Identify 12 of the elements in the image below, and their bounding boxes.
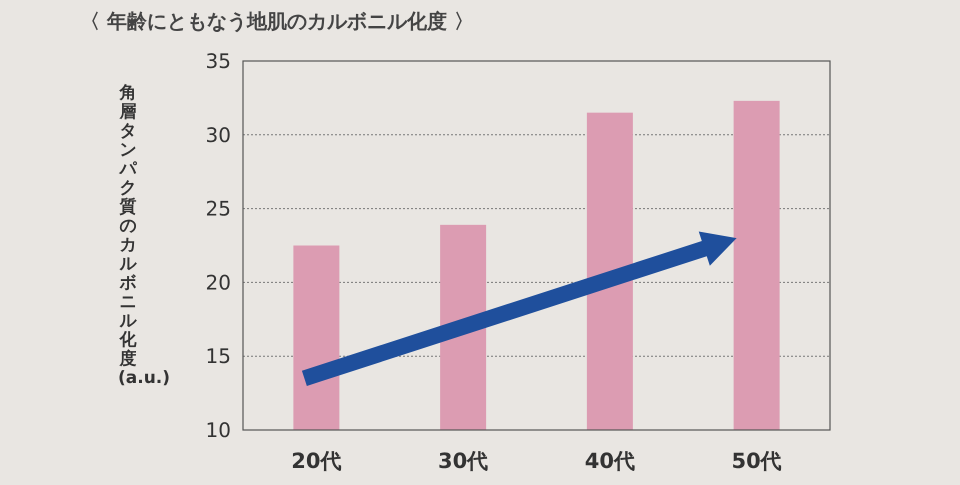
x-tick-label: 40代	[584, 449, 635, 473]
y-tick-label: 35	[206, 49, 231, 73]
x-tick-label: 50代	[732, 449, 782, 473]
y-tick-label: 15	[206, 344, 231, 368]
x-tick-label: 20代	[291, 449, 342, 473]
x-tick-label: 30代	[438, 449, 488, 473]
y-tick-label: 25	[206, 196, 231, 221]
y-tick-label: 20	[206, 270, 231, 294]
y-tick-label: 30	[206, 122, 231, 147]
y-tick-label: 10	[206, 418, 231, 442]
text: 角層タンパク質のカルボニル化度(a.u.)	[118, 83, 170, 388]
chart-title: 〈 年齢にともなう地肌のカルボニル化度 〉	[80, 8, 474, 35]
